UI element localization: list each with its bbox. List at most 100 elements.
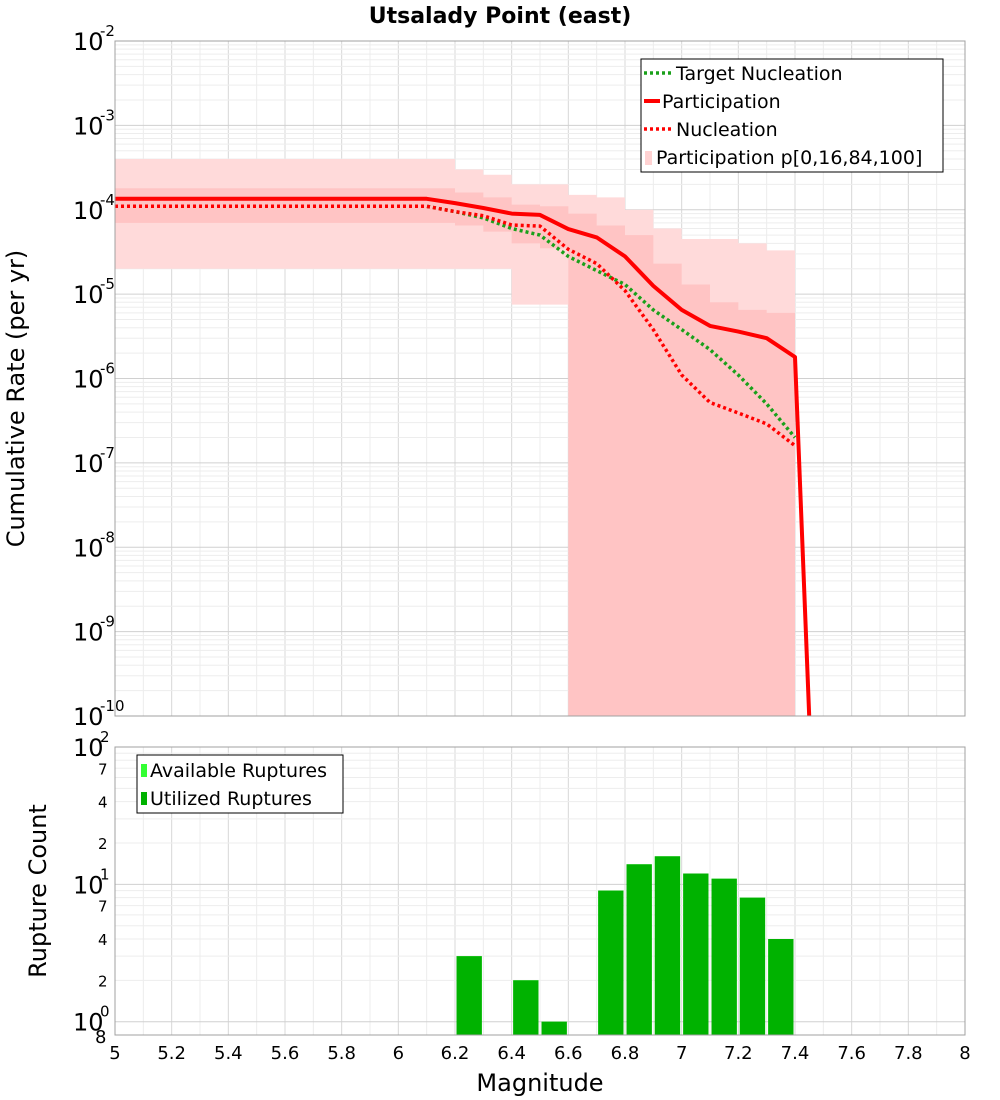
bar-utilized	[626, 864, 652, 1035]
y-tick-base: 10	[73, 112, 104, 140]
bar-utilized	[513, 980, 539, 1035]
y-tick-label: 102	[73, 728, 110, 762]
y-tick-exponent: 1	[100, 865, 110, 883]
x-tick-label: 7.2	[724, 1043, 753, 1064]
bar-utilized	[541, 1021, 567, 1035]
confidence-band-1	[115, 188, 795, 717]
y-tick-label: 10-10	[73, 697, 125, 731]
rate-series	[115, 196, 812, 717]
y-tick-exponent: -7	[100, 444, 115, 462]
y-tick-label: 10-8	[73, 528, 115, 562]
x-tick-label: 7.4	[781, 1043, 810, 1064]
legend-swatch-bar	[141, 792, 147, 805]
x-tick-label: 5	[109, 1043, 120, 1064]
y-tick-exponent: -6	[100, 360, 115, 378]
bar-utilized	[598, 890, 624, 1035]
legend-box	[136, 754, 344, 814]
rate-y-tick-labels: 10-210-310-410-510-610-710-810-910-10	[73, 22, 125, 731]
y-tick-exponent: -8	[100, 528, 115, 546]
y-tick-base: 10	[73, 281, 104, 309]
y-tick-label: 8	[95, 1027, 106, 1048]
legend-box	[640, 58, 944, 173]
y-tick-label: 100	[73, 1003, 110, 1037]
rate-chart: 10-210-310-410-510-610-710-810-910-10 Cu…	[2, 22, 966, 731]
y-tick-minor-label: 2	[98, 972, 108, 990]
y-tick-base: 10	[73, 197, 104, 225]
x-tick-label: 6	[393, 1043, 404, 1064]
x-axis-label: Magnitude	[476, 1069, 603, 1097]
legend-label: Participation	[662, 91, 781, 113]
y-tick-base: 10	[73, 534, 104, 562]
y-tick-label: 10-2	[73, 22, 115, 56]
y-tick-label: 10-6	[73, 360, 115, 394]
y-tick-exponent: -9	[100, 613, 115, 631]
x-tick-label: 7	[676, 1043, 687, 1064]
y-tick-exponent: -5	[100, 275, 115, 293]
x-tick-labels: 5 5.2 5.4 5.6 5.8 6 6.2 6.4 6.6 6.8 7 7.2 7.4 7.6 7.8 8	[109, 1043, 970, 1064]
legend-swatch-bar	[141, 764, 147, 777]
y-tick-label: 10-3	[73, 106, 115, 140]
y-tick-label: 101	[73, 865, 110, 899]
legend-label: Participation p[0,16,84,100]	[656, 147, 922, 169]
y-tick-minor-label: 2	[98, 835, 108, 853]
y-tick-label: 10-4	[73, 191, 115, 225]
count-plot-frame	[114, 746, 966, 1036]
y-tick-label: 10-7	[73, 444, 115, 478]
y-tick-label: 10-9	[73, 613, 115, 647]
y-tick-base: 10	[73, 28, 104, 56]
y-tick-minor-label: 4	[98, 931, 108, 949]
y-tick-exponent: -2	[100, 22, 115, 40]
x-tick-label: 7.8	[894, 1043, 923, 1064]
x-tick-label: 6.8	[611, 1043, 640, 1064]
x-tick-label: 6.2	[441, 1043, 470, 1064]
x-tick-label: 5.8	[327, 1043, 356, 1064]
count-legend: Available Ruptures Utilized Ruptures	[136, 754, 344, 814]
y-tick-base: 10	[73, 1009, 104, 1037]
rate-legend: Target Nucleation Participation Nucleation…	[640, 58, 944, 173]
y-tick-base: 10	[73, 366, 104, 394]
count-y-axis-label: Rupture Count	[24, 804, 52, 978]
y-tick-minor-label: 7	[98, 898, 108, 916]
x-tick-label: 7.6	[837, 1043, 866, 1064]
bar-utilized	[456, 956, 482, 1035]
series-line-1	[115, 196, 812, 717]
bar-utilized	[654, 856, 681, 1035]
y-tick-base: 10	[73, 619, 104, 647]
count-bars	[456, 856, 794, 1035]
bar-utilized	[711, 878, 737, 1035]
y-tick-label: 10-5	[73, 275, 115, 309]
legend-swatch-band	[645, 151, 652, 165]
x-tick-label: 5.4	[214, 1043, 243, 1064]
x-tick-label: 8	[959, 1043, 970, 1064]
y-tick-exponent: -10	[100, 697, 125, 715]
x-tick-label: 6.4	[497, 1043, 526, 1064]
x-tick-label: 6.6	[554, 1043, 583, 1064]
rate-y-axis-label: Cumulative Rate (per yr)	[2, 250, 30, 548]
y-tick-base: 10	[73, 734, 104, 762]
y-tick-base: 10	[73, 871, 104, 899]
bar-utilized	[683, 873, 709, 1035]
x-tick-label: 5.2	[157, 1043, 186, 1064]
legend-label: Available Ruptures	[150, 760, 327, 782]
y-tick-minor-label: 8	[95, 1027, 106, 1048]
bar-utilized	[739, 897, 766, 1035]
series-line-2	[115, 204, 797, 448]
x-tick-label: 5.6	[271, 1043, 300, 1064]
y-tick-minor-label: 4	[98, 794, 108, 812]
legend-label: Utilized Ruptures	[150, 788, 312, 810]
y-tick-exponent: 2	[100, 728, 110, 746]
y-tick-exponent: -3	[100, 106, 115, 124]
rate-bands	[115, 158, 795, 717]
y-tick-base: 10	[73, 703, 104, 731]
y-tick-minor-label: 7	[98, 760, 108, 778]
y-tick-exponent: -4	[100, 191, 115, 209]
legend-label: Nucleation	[676, 119, 778, 141]
y-tick-base: 10	[73, 450, 104, 478]
legend-label: Target Nucleation	[675, 63, 843, 85]
y-tick-exponent: 0	[100, 1003, 110, 1021]
bar-utilized	[768, 939, 794, 1035]
chart-title: Utsalady Point (east)	[369, 4, 632, 29]
